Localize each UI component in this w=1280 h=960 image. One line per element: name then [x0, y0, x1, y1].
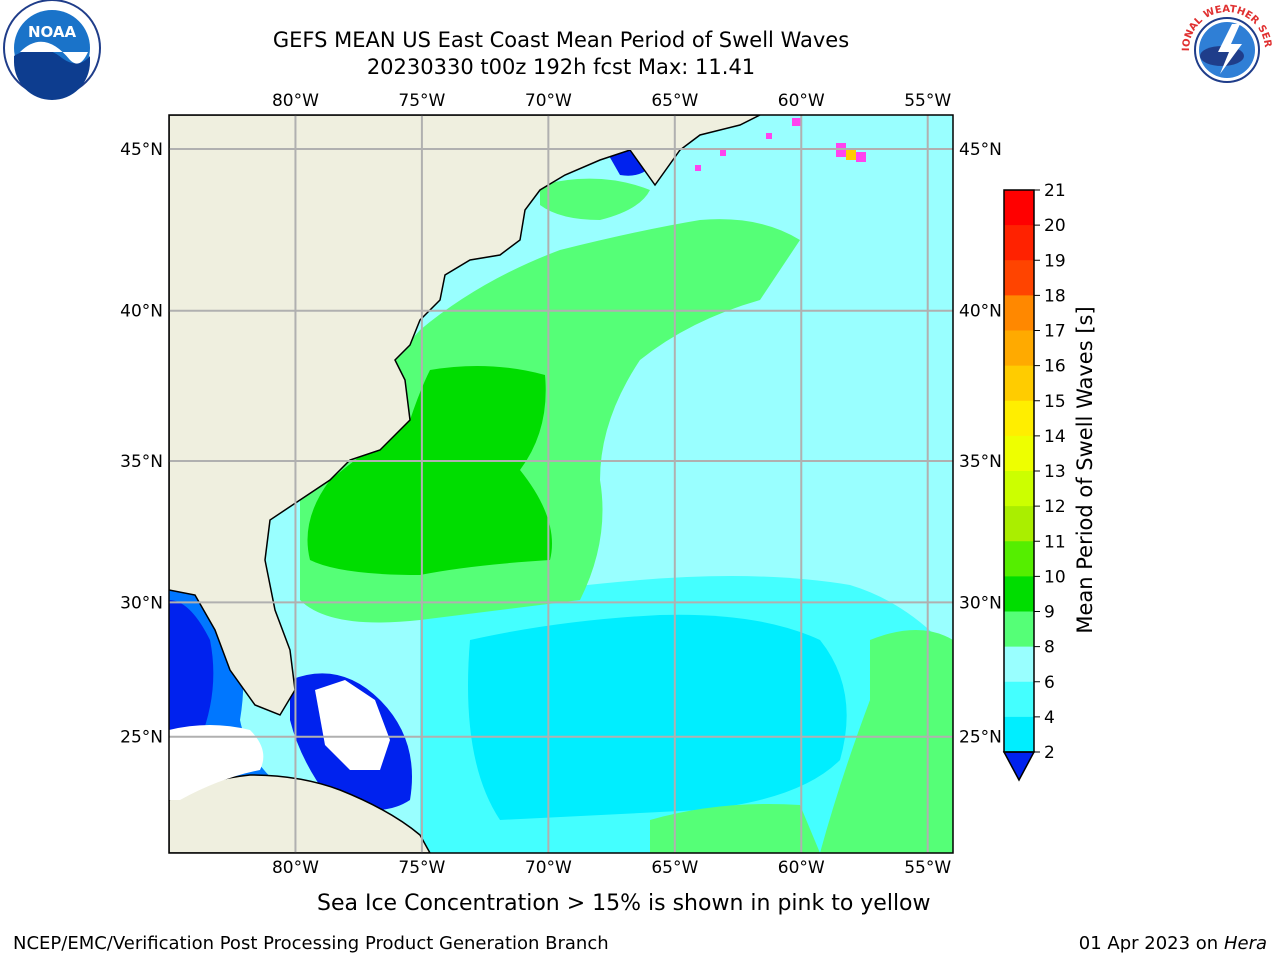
colorbar-swatch	[1004, 330, 1034, 367]
lat-tick-label-left: 30°N	[120, 593, 163, 613]
lon-tick-label-top: 60°W	[778, 91, 825, 111]
colorbar-tick-label: 2	[1044, 743, 1055, 763]
colorbar-swatch	[1004, 611, 1034, 648]
colorbar-swatch	[1004, 365, 1034, 402]
lon-tick-label-top: 75°W	[398, 91, 445, 111]
colorbar-tick-label: 18	[1044, 286, 1066, 306]
lon-tick-label-top: 70°W	[525, 91, 572, 111]
lon-tick-label-bottom: 60°W	[778, 858, 825, 878]
lat-tick-label-right: 45°N	[959, 140, 1002, 160]
lon-tick-label-bottom: 80°W	[272, 858, 319, 878]
colorbar-swatch	[1004, 576, 1034, 612]
chart-title: GEFS MEAN US East Coast Mean Period of S…	[272, 28, 850, 52]
colorbar-swatch	[1004, 716, 1034, 753]
lat-tick-label-right: 30°N	[959, 593, 1002, 613]
lat-tick-label-left: 40°N	[120, 302, 163, 322]
contour-9-10s-east	[820, 630, 953, 853]
colorbar-tick-label: 16	[1044, 357, 1066, 377]
colorbar-swatch	[1004, 435, 1034, 472]
colorbar-swatch	[1004, 646, 1034, 683]
lat-tick-label-right: 40°N	[959, 302, 1002, 322]
lon-tick-label-bottom: 70°W	[525, 858, 572, 878]
colorbar-tick-label: 8	[1044, 638, 1055, 658]
colorbar-tick-label: 21	[1044, 181, 1066, 201]
colorbar-tick-label: 15	[1044, 392, 1066, 412]
map-frame	[168, 114, 954, 854]
colorbar-tick-label: 6	[1044, 673, 1055, 693]
footer-credit: NCEP/EMC/Verification Post Processing Pr…	[13, 933, 609, 954]
contour-9-10s-north	[540, 178, 650, 220]
contour-9-10s-south	[650, 804, 820, 853]
contour-10-11s	[307, 366, 552, 575]
footer-date-text: 01 Apr 2023 on	[1078, 933, 1224, 954]
colorbar-tick-label: 19	[1044, 251, 1066, 271]
lat-tick-label-right: 35°N	[959, 452, 1002, 472]
colorbar-swatch	[1004, 681, 1034, 718]
colorbar-tick-label: 20	[1044, 216, 1066, 236]
colorbar-tick-label: 11	[1044, 532, 1066, 552]
lon-tick-label-top: 80°W	[272, 91, 319, 111]
colorbar-swatch	[1004, 225, 1034, 261]
contour-4-6s	[468, 614, 847, 820]
lat-tick-label-left: 45°N	[120, 140, 163, 160]
colorbar-extend-min	[1002, 751, 1036, 782]
colorbar-tick-label: 14	[1044, 427, 1066, 447]
footer-date: 01 Apr 2023 on Hera	[1079, 933, 1267, 954]
colorbar-swatch	[1004, 471, 1034, 507]
lon-tick-label-bottom: 75°W	[398, 858, 445, 878]
colorbar-label: Mean Period of Swell Waves [s]	[1073, 306, 1097, 634]
land-north-america	[169, 115, 761, 716]
noaa-wordmark: NOAA	[28, 23, 77, 41]
colorbar-swatch	[1004, 190, 1034, 226]
lon-tick-label-bottom: 65°W	[651, 858, 698, 878]
colorbar-tick-label: 13	[1044, 462, 1066, 482]
axis-tick-labels: 80°W 80°W 75°W 75°W 70°W 70°W 65°W 65°W 60°W 60°W…	[120, 91, 1002, 878]
colorbar-swatch	[1004, 506, 1034, 542]
colorbar-swatch	[1004, 541, 1034, 577]
noaa-logo: NOAA	[3, 0, 101, 100]
no-data-bahamas-bank	[315, 680, 390, 770]
nws-logo: NATIONAL WEATHER SERVICE	[1174, 0, 1275, 98]
colorbar-tick-label: 9	[1044, 603, 1055, 623]
colorbar-swatch	[1004, 260, 1034, 296]
lat-tick-label-left: 25°N	[120, 728, 163, 748]
colorbar-tick-label: 17	[1044, 322, 1066, 342]
colorbar-tick-label: 12	[1044, 497, 1066, 517]
colorbar-swatch	[1004, 400, 1034, 437]
colorbar: 21 20 19 18 17 16 15 14 13 12 11 10 9 8 6 4 2	[1002, 181, 1066, 782]
colorbar-tick-label: 10	[1044, 567, 1066, 587]
lat-tick-label-right: 25°N	[959, 728, 1002, 748]
colorbar-tick-label: 4	[1044, 708, 1055, 728]
lon-tick-label-top: 65°W	[651, 91, 698, 111]
sea-ice-pixels	[695, 118, 866, 171]
lon-tick-label-bottom: 55°W	[904, 858, 951, 878]
chart-subtitle: 20230330 t00z 192h fcst Max: 11.41	[366, 55, 756, 79]
graticule	[169, 115, 953, 853]
no-data-gulf	[169, 725, 264, 800]
colorbar-swatch	[1004, 295, 1034, 331]
lon-tick-label-top: 55°W	[904, 91, 951, 111]
lat-tick-label-left: 35°N	[120, 452, 163, 472]
footer-machine: Hera	[1223, 933, 1267, 954]
sea-ice-note: Sea Ice Concentration > 15% is shown in …	[317, 891, 931, 916]
